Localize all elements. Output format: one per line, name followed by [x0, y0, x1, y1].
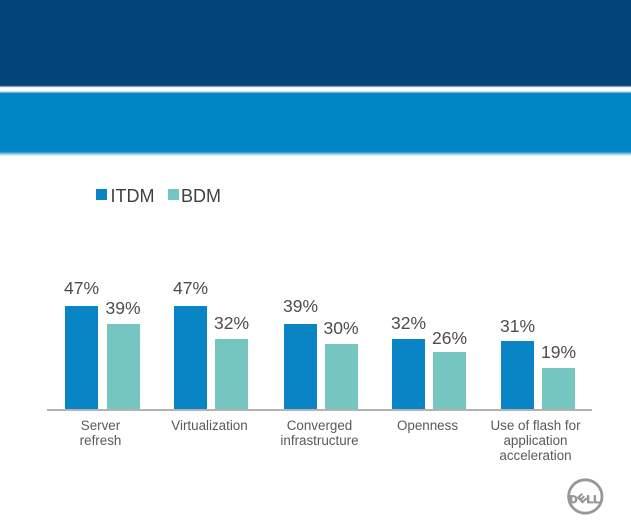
svg-text:L: L — [593, 494, 600, 506]
svg-text:L: L — [587, 494, 594, 506]
svg-text:D: D — [570, 494, 578, 506]
